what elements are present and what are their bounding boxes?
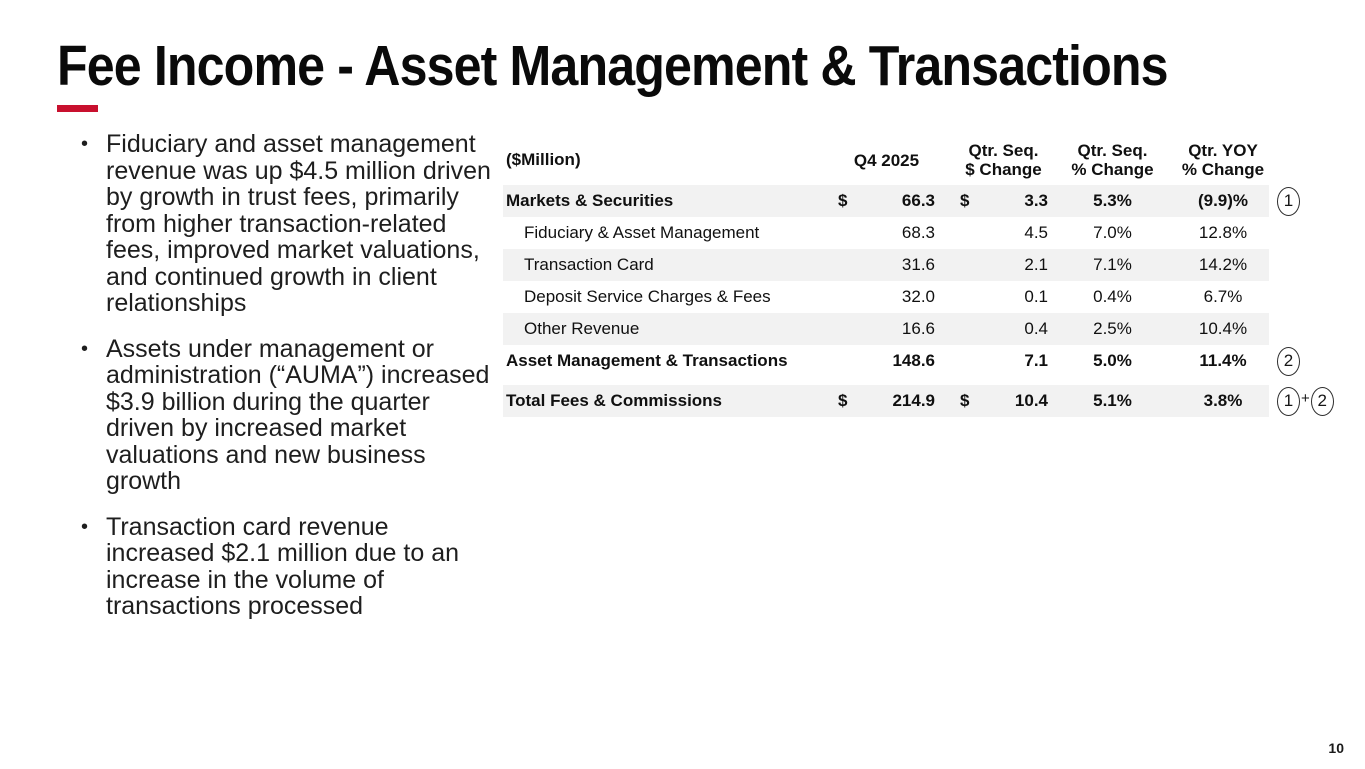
change-dollar-sign [935,217,975,249]
table-row: Asset Management & Transactions 148.6 7.… [503,345,1300,377]
q4-value: 214.9 [892,391,935,410]
seq-dollar-change-value: 10.4 [1014,391,1048,410]
circled-number-1: 1 [1277,186,1300,216]
bullet-dot: • [81,337,89,360]
seq-dollar-change-value: 7.1 [1024,351,1048,370]
q4-dollar-sign [838,281,862,313]
seq-dollar-change-value: 4.5 [1024,223,1048,242]
q4-value: 68.3 [901,223,935,242]
row-note-annotation: 1 [1277,186,1300,216]
seq-pct-change-value: 0.4% [1093,287,1132,306]
change-dollar-sign [935,313,975,345]
q4-dollar-sign [838,345,862,377]
table-row: Fiduciary & Asset Management 68.3 4.5 7.… [503,217,1269,249]
fee-income-table: ($Million) Q4 2025 Qtr. Seq. $ Change Qt… [503,135,1334,417]
table-header-q4-2025: Q4 2025 [853,150,920,170]
table-row: Deposit Service Charges & Fees 32.0 0.1 … [503,281,1269,313]
change-dollar-sign [935,345,975,377]
yoy-pct-change-value: 11.4% [1199,351,1247,370]
note-plus-sign: + [1301,390,1310,407]
seq-pct-change-value: 7.0% [1093,223,1132,242]
bullet-item: • Fiduciary and asset management revenue… [79,131,491,317]
circled-number-2: 2 [1277,346,1300,376]
q4-value: 31.6 [901,255,935,274]
table-body: Markets & Securities $ 66.3 $ 3.3 5.3% (… [503,185,1334,417]
seq-pct-change-value: 7.1% [1093,255,1132,274]
table-row: Markets & Securities $ 66.3 $ 3.3 5.3% (… [503,185,1300,217]
row-label: Markets & Securities [506,191,674,210]
circled-number-1: 1 [1277,386,1300,416]
seq-pct-change-value: 5.0% [1093,351,1132,370]
q4-dollar-sign: $ [838,191,848,210]
seq-dollar-change-value: 0.1 [1024,287,1048,306]
row-note-annotation: 2 [1277,346,1300,376]
q4-value: 32.0 [901,287,935,306]
table-header-yoy-pct-change: Qtr. YOY % Change [1177,141,1269,179]
q4-value: 148.6 [892,351,935,370]
seq-dollar-change-value: 3.3 [1024,191,1048,210]
title-accent-bar [57,105,98,112]
yoy-pct-change-value: (9.9)% [1197,191,1249,210]
yoy-pct-change-value: 6.7% [1203,287,1243,306]
table-header-seq-pct-line2: % Change [1071,160,1154,179]
table-header-seq-dollar-line2: $ Change [965,160,1042,179]
page-title: Fee Income - Asset Management & Transact… [57,34,1169,98]
row-label: Fiduciary & Asset Management [524,223,760,242]
q4-dollar-sign [838,217,862,249]
yoy-pct-change-value: 14.2% [1198,255,1248,274]
bullet-item: • Transaction card revenue increased $2.… [79,512,491,620]
seq-dollar-change-value: 0.4 [1024,319,1048,338]
change-dollar-sign: $ [960,391,970,410]
bullet-list: • Fiduciary and asset management revenue… [79,131,491,639]
q4-value: 16.6 [901,319,935,338]
row-label: Total Fees & Commissions [506,391,723,410]
change-dollar-sign [935,281,975,313]
table-row: Total Fees & Commissions $ 214.9 $ 10.4 … [503,385,1334,417]
q4-value: 66.3 [901,191,935,210]
bullet-text: Transaction card revenue increased $2.1 … [106,512,460,620]
table-header-seq-pct-change: Qtr. Seq. % Change [1048,141,1177,179]
table-header-seq-dollar-change: Qtr. Seq. $ Change [935,141,1048,179]
table-header-unit-label: ($Million) [506,150,581,169]
change-dollar-sign [935,249,975,281]
yoy-pct-change-value: 10.4% [1198,319,1248,338]
table-header-seq-dollar-line1: Qtr. Seq. [968,141,1039,160]
bullet-text: Fiduciary and asset management revenue w… [106,130,491,317]
q4-dollar-sign [838,313,862,345]
table-header-seq-pct-line1: Qtr. Seq. [1077,141,1148,160]
row-label: Other Revenue [524,319,640,338]
row-note-annotation: 1 +2 [1277,386,1334,416]
table-header-yoy-pct-line2: % Change [1181,160,1265,179]
bullet-dot: • [81,515,89,538]
q4-dollar-sign [838,249,862,281]
seq-pct-change-value: 5.1% [1093,391,1132,410]
row-label: Deposit Service Charges & Fees [524,287,771,306]
table-header-yoy-pct-line1: Qtr. YOY [1188,141,1258,160]
bullet-item: • Assets under management or administrat… [79,334,491,495]
seq-dollar-change-value: 2.1 [1024,255,1048,274]
bullet-dot: • [81,133,89,155]
table-row: Other Revenue 16.6 0.4 2.5% 10.4% [503,313,1269,345]
circled-number-2: 2 [1310,386,1334,416]
change-dollar-sign: $ [960,191,970,210]
table-header-row: ($Million) Q4 2025 Qtr. Seq. $ Change Qt… [503,135,1269,185]
seq-pct-change-value: 5.3% [1093,191,1132,210]
page-number: 10 [1328,740,1344,756]
q4-dollar-sign: $ [838,391,848,410]
bullet-text: Assets under management or administratio… [106,334,490,495]
table-row: Transaction Card 31.6 2.1 7.1% 14.2% [503,249,1269,281]
row-label: Transaction Card [524,255,654,274]
yoy-pct-change-value: 3.8% [1203,391,1243,410]
row-label: Asset Management & Transactions [506,351,788,370]
yoy-pct-change-value: 12.8% [1198,223,1248,242]
seq-pct-change-value: 2.5% [1093,319,1132,338]
